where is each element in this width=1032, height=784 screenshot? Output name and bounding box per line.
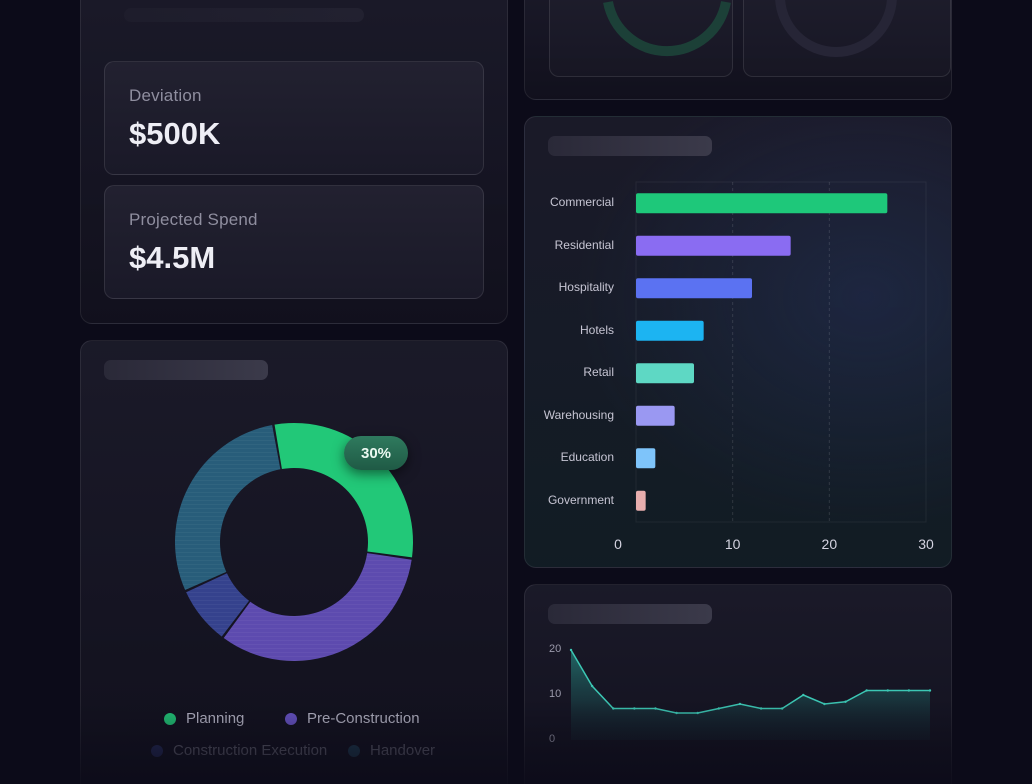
kpi-panel-title-placeholder xyxy=(124,8,364,22)
legend-pre-construction-label: Pre-Construction xyxy=(307,710,420,727)
deviation-value: $500K xyxy=(129,116,221,151)
gauge-panel xyxy=(524,0,952,100)
bar-label-hospitality: Hospitality xyxy=(558,280,614,295)
bar-label-warehousing: Warehousing xyxy=(543,407,614,422)
gauge-1-arc xyxy=(603,0,731,57)
projected-spend-card[interactable]: Projected Spend $4.5M xyxy=(104,185,484,299)
deviation-label: Deviation xyxy=(129,86,202,105)
bar-x-tick-label: 0 xyxy=(614,536,622,552)
bar-label-commercial: Commercial xyxy=(549,195,614,210)
area-y-tick-label: 20 xyxy=(549,643,562,655)
area-chart-title-placeholder xyxy=(548,604,712,624)
bar-label-hotels: Hotels xyxy=(579,322,614,337)
bar-chart-title-placeholder xyxy=(548,136,712,156)
legend-planning[interactable]: Planning xyxy=(164,710,244,727)
projected-spend-value: $4.5M xyxy=(129,240,216,275)
legend-handover-label: Handover xyxy=(370,742,436,759)
bar-label-government: Government xyxy=(547,492,614,507)
legend-handover[interactable]: Handover xyxy=(348,742,435,759)
gauge-card-2[interactable] xyxy=(743,0,951,77)
legend-construction-execution-dot xyxy=(151,744,163,757)
donut-title-placeholder xyxy=(104,360,268,380)
legend-handover-dot xyxy=(348,744,360,757)
legend-planning-label: Planning xyxy=(186,710,245,727)
gauge-card-1[interactable] xyxy=(549,0,733,77)
area-y-tick-label: 0 xyxy=(549,733,556,745)
bar-x-tick-label: 30 xyxy=(918,536,934,552)
bar-label-residential: Residential xyxy=(554,237,614,252)
area-y-tick-label: 10 xyxy=(549,688,562,700)
planning-percent-badge: 30% xyxy=(344,436,408,470)
legend-construction-execution[interactable]: Construction Execution xyxy=(151,742,327,759)
legend-pre-construction-dot xyxy=(285,712,297,725)
bar-label-retail: Retail xyxy=(583,365,614,380)
legend-planning-dot xyxy=(164,712,176,725)
legend-pre-construction[interactable]: Pre-Construction xyxy=(285,710,420,727)
gauge-2-arc xyxy=(775,0,897,57)
bar-x-tick-label: 20 xyxy=(821,536,838,552)
projected-spend-label: Projected Spend xyxy=(129,210,258,229)
bar-chart-panel xyxy=(524,116,952,568)
bar-label-education: Education xyxy=(560,450,614,465)
bar-x-tick-label: 10 xyxy=(724,536,741,552)
deviation-card[interactable]: Deviation $500K xyxy=(104,61,484,175)
legend-construction-execution-label: Construction Execution xyxy=(173,742,328,759)
